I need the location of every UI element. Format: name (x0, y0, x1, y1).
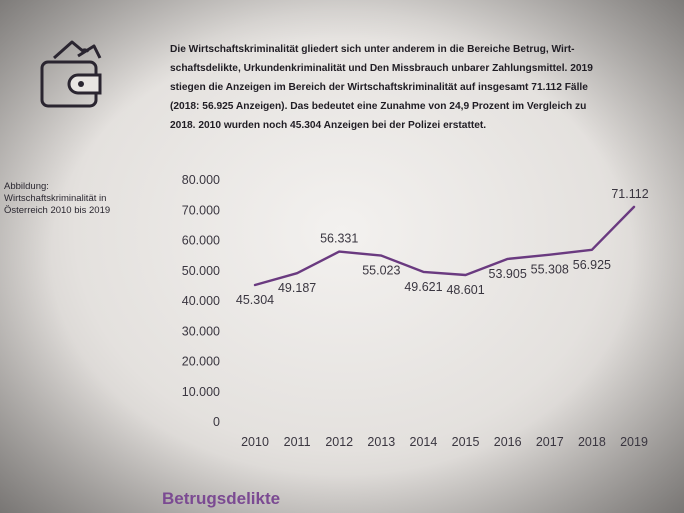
caption-line: Österreich 2010 bis 2019 (4, 205, 111, 216)
data-label: 71.112 (611, 187, 648, 201)
data-label: 49.621 (404, 280, 442, 294)
x-tick-label: 2018 (578, 435, 606, 449)
y-axis: 0 10.000 20.000 30.000 40.000 50.000 60.000 70.… (182, 173, 220, 429)
y-tick-label: 40.000 (182, 294, 220, 308)
data-label: 49.187 (278, 281, 316, 295)
x-tick-label: 2016 (494, 435, 522, 449)
intro-line: 2018. 2010 wurden noch 45.304 Anzeigen b… (170, 120, 487, 131)
y-tick-label: 0 (213, 415, 220, 429)
data-label: 48.601 (446, 283, 484, 297)
data-label: 56.925 (573, 258, 611, 272)
intro-line: Die Wirtschaftskriminalität gliedert sic… (170, 44, 575, 55)
data-label: 56.331 (320, 232, 358, 246)
caption-line: Wirtschaftskriminalität in (4, 193, 107, 204)
caption-line: Abbildung: (4, 181, 49, 192)
section-heading: Betrugsdelikte (162, 489, 281, 508)
intro-line: stiegen die Anzeigen im Bereich der Wirt… (170, 82, 588, 93)
x-tick-label: 2015 (452, 435, 480, 449)
y-tick-label: 20.000 (182, 355, 220, 369)
x-tick-label: 2012 (325, 435, 353, 449)
x-tick-label: 2019 (620, 435, 648, 449)
series-line (253, 205, 636, 287)
intro-line: (2018: 56.925 Anzeigen). Das bedeutet ei… (170, 101, 587, 112)
x-tick-label: 2014 (410, 435, 438, 449)
y-tick-label: 60.000 (182, 234, 220, 248)
data-label: 55.308 (531, 263, 569, 277)
figure-caption: Abbildung: Wirtschaftskriminalität in Ös… (4, 181, 154, 217)
y-tick-label: 10.000 (182, 385, 220, 399)
x-tick-label: 2010 (241, 435, 269, 449)
intro-line: schaftsdelikte, Urkundenkriminalität und… (170, 63, 593, 74)
intro-paragraph: Die Wirtschaftskriminalität gliedert sic… (170, 40, 655, 135)
x-tick-label: 2017 (536, 435, 564, 449)
y-tick-label: 70.000 (182, 203, 220, 217)
data-label: 55.023 (362, 264, 400, 278)
wallet-icon (40, 40, 102, 108)
x-axis: 2010 2011 2012 2013 2014 2015 2016 2017 2018 2019 (241, 435, 648, 449)
y-tick-label: 30.000 (182, 324, 220, 338)
x-tick-label: 2011 (284, 435, 311, 449)
y-tick-label: 50.000 (182, 264, 220, 278)
data-label: 53.905 (489, 267, 527, 281)
data-labels: 45.304 49.187 56.331 55.023 49.621 48.601 53.9… (236, 187, 649, 307)
data-label: 45.304 (236, 293, 274, 307)
x-tick-label: 2013 (367, 435, 395, 449)
y-tick-label: 80.000 (182, 173, 220, 187)
